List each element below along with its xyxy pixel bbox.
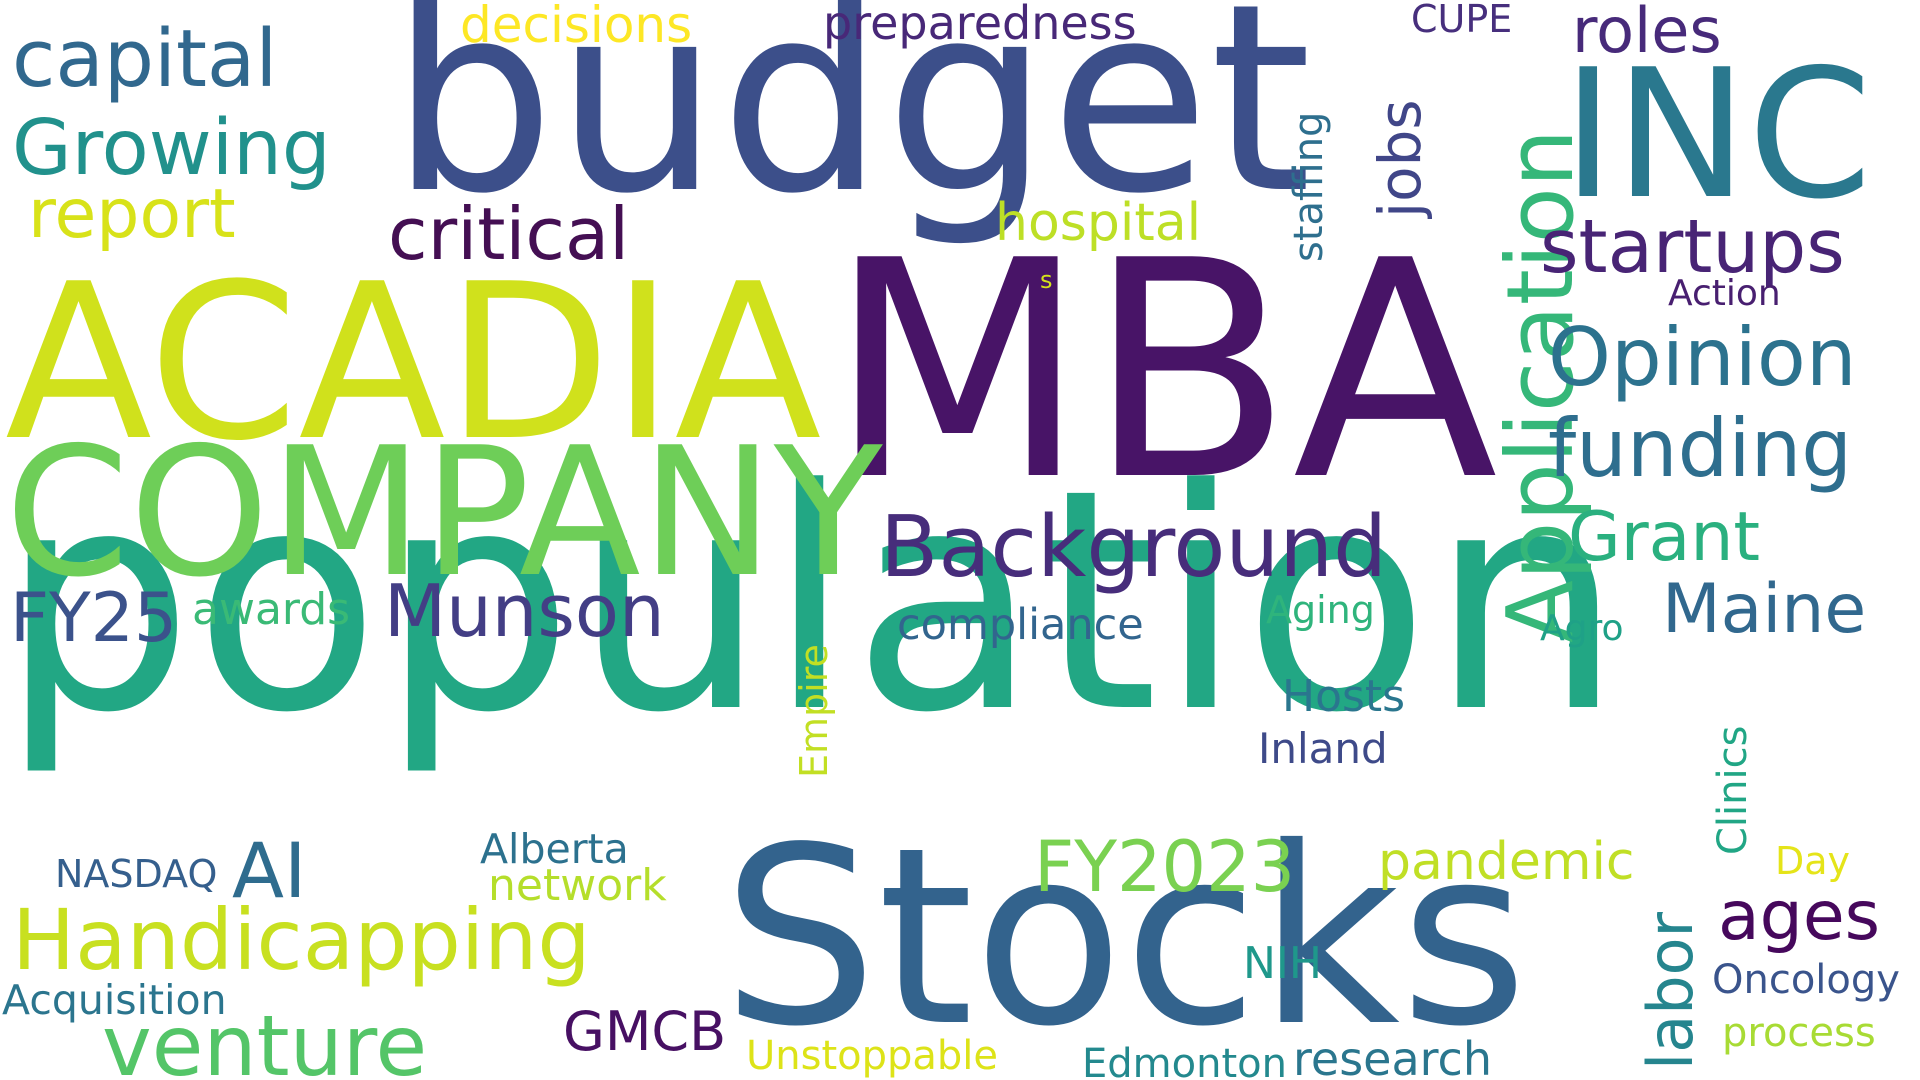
- word-capital: capital: [12, 13, 278, 105]
- word-network: network: [488, 860, 667, 911]
- word-clinics: Clinics: [1710, 725, 1756, 855]
- word-action: Action: [1668, 273, 1781, 314]
- word-hosts: Hosts: [1282, 671, 1406, 722]
- word-pandemic: pandemic: [1378, 832, 1635, 892]
- word-edmonton: Edmonton: [1082, 1041, 1287, 1080]
- word-population: population: [0, 424, 1623, 779]
- word-background: Background: [880, 498, 1388, 597]
- word-nasdaq: NASDAQ: [55, 852, 218, 896]
- word-compliance: compliance: [897, 600, 1144, 650]
- word-oncology: Oncology: [1712, 957, 1900, 1003]
- word-agro: Agro: [1540, 608, 1624, 649]
- word-funding: funding: [1548, 402, 1853, 495]
- word-roles: roles: [1572, 0, 1722, 67]
- word-opinion: Opinion: [1548, 311, 1857, 404]
- word-hospital: hospital: [995, 193, 1202, 253]
- word-process: process: [1722, 1010, 1876, 1056]
- word-company: COMPANY: [5, 409, 883, 616]
- word-growing: Growing: [12, 104, 331, 193]
- word-handicapping: Handicapping: [12, 891, 591, 989]
- word-research: research: [1293, 1032, 1493, 1080]
- word-budget: budget: [390, 0, 1312, 251]
- word-nih: NIH: [1243, 938, 1322, 989]
- word-acadia: ACADIA: [5, 237, 822, 488]
- word-grant: Grant: [1568, 498, 1761, 577]
- word-empire: Empire: [792, 644, 836, 778]
- word-ai: AI: [232, 826, 307, 915]
- word-awards: awards: [192, 584, 351, 635]
- word-stocks: Stocks: [722, 795, 1528, 1080]
- word-labor: labor: [1634, 912, 1707, 1070]
- word-gmcb: GMCB: [563, 1000, 727, 1063]
- word-maine: Maine: [1662, 570, 1867, 649]
- word-alberta: Alberta: [480, 825, 629, 873]
- word-fy2023: FY2023: [1034, 826, 1296, 908]
- word-decisions: decisions: [460, 0, 693, 54]
- word-startups: startups: [1540, 204, 1845, 290]
- word-s: s: [1040, 266, 1053, 294]
- word-ages: ages: [1718, 877, 1881, 956]
- word-jobs: jobs: [1366, 99, 1434, 218]
- word-unstoppable: Unstoppable: [746, 1033, 999, 1079]
- word-cupe: CUPE: [1411, 0, 1513, 41]
- word-mba: MBA: [828, 197, 1498, 546]
- word-acquisition: Acquisition: [2, 976, 227, 1024]
- word-fy25: FY25: [10, 579, 178, 658]
- word-preparedness: preparedness: [823, 0, 1137, 50]
- word-report: report: [28, 175, 236, 254]
- word-day: Day: [1775, 839, 1851, 883]
- word-staffing: staffing: [1286, 111, 1332, 262]
- word-critical: critical: [388, 192, 630, 276]
- word-inland: Inland: [1258, 724, 1388, 773]
- word-munson: Munson: [384, 569, 665, 653]
- word-aging: Aging: [1266, 588, 1375, 632]
- word-venture: venture: [102, 997, 428, 1080]
- word-inc: INC: [1562, 31, 1872, 238]
